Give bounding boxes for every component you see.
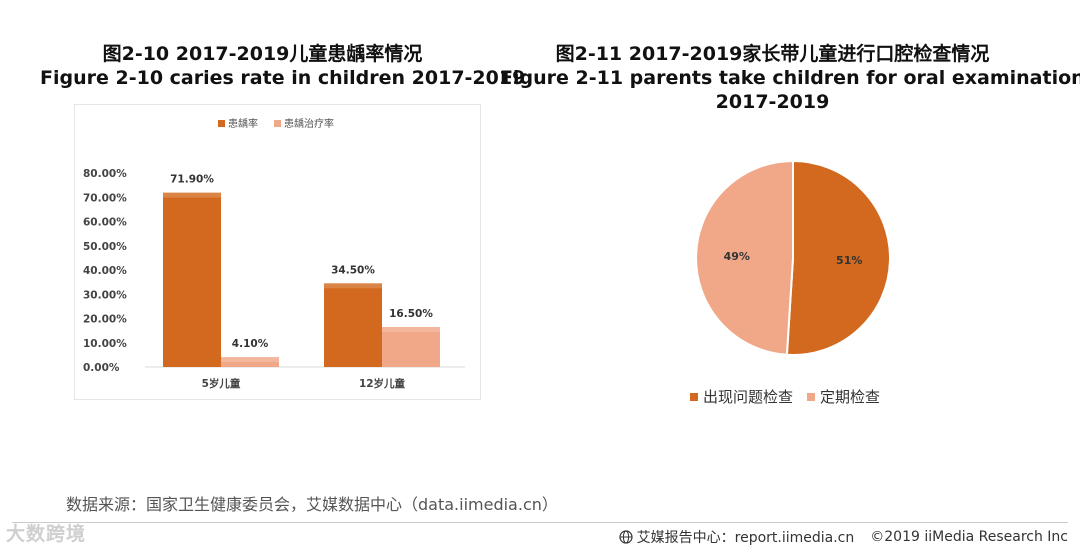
right-chart-title: 图2-11 2017-2019家长带儿童进行口腔检查情况 Figure 2-11… bbox=[500, 42, 1080, 114]
bar-highlight-1-0 bbox=[324, 283, 382, 289]
legend-swatch-0 bbox=[690, 392, 698, 401]
pie-legend-item-0: 出现问题检查 bbox=[690, 386, 793, 407]
bar-highlight-0-0 bbox=[163, 192, 221, 198]
right-title-cn: 图2-11 2017-2019家长带儿童进行口腔检查情况 bbox=[555, 43, 990, 65]
x-tick-label: 5岁儿童 bbox=[202, 377, 241, 390]
globe-icon bbox=[619, 530, 633, 544]
y-tick-label: 80.00% bbox=[83, 168, 127, 180]
footer-brand: 艾媒报告中心：report.iimedia.cn bbox=[636, 530, 855, 546]
left-chart-title: 图2-10 2017-2019儿童患龋率情况 Figure 2-10 carie… bbox=[40, 42, 526, 90]
data-source: 数据来源：国家卫生健康委员会，艾媒数据中心（data.iimedia.cn） bbox=[66, 495, 558, 514]
bar-1-1 bbox=[382, 326, 440, 367]
bar-legend-label-1: 患龋治疗率 bbox=[284, 117, 334, 130]
footer-copyright: ©2019 iiMedia Research Inc bbox=[870, 529, 1068, 545]
x-tick-label: 12岁儿童 bbox=[359, 377, 406, 390]
y-tick-label: 60.00% bbox=[83, 217, 127, 229]
right-title-en-years: 2017-2019 bbox=[715, 91, 830, 113]
bar-data-label: 34.50% bbox=[331, 264, 375, 276]
y-tick-label: 0.00% bbox=[83, 362, 120, 374]
pie-chart: 51% 49% bbox=[694, 159, 891, 356]
pie-legend-label-1: 定期检查 bbox=[820, 388, 881, 406]
pie-data-label: 51% bbox=[836, 254, 862, 267]
bar-legend-swatch-0 bbox=[218, 120, 225, 127]
bar-chart-panel: 患龋率 患龋治疗率 0.00% 10.00% 20.00% 30.00% 40.00% 50.… bbox=[74, 104, 481, 400]
y-tick-label: 50.00% bbox=[83, 241, 127, 253]
bar-0-1 bbox=[221, 357, 279, 367]
bar-legend-label-0: 患龋率 bbox=[228, 117, 258, 130]
bar-chart: 患龋率 患龋治疗率 0.00% 10.00% 20.00% 30.00% 40.00% 50.… bbox=[83, 117, 465, 390]
pie-legend-item-1: 定期检查 bbox=[807, 386, 880, 407]
footer-divider bbox=[12, 522, 1068, 523]
left-title-en: Figure 2-10 caries rate in children 2017… bbox=[40, 67, 526, 89]
y-tick-label: 30.00% bbox=[83, 289, 127, 301]
y-tick-label: 10.00% bbox=[83, 338, 127, 350]
bar-data-label: 4.10% bbox=[232, 338, 269, 350]
bar-legend-swatch-1 bbox=[274, 120, 281, 127]
bar-data-label: 71.90% bbox=[170, 174, 214, 186]
pie-slice-0 bbox=[785, 159, 891, 356]
bar-highlight-0-1 bbox=[221, 357, 279, 363]
bar-data-label: 16.50% bbox=[389, 308, 433, 320]
footer: 艾媒报告中心：report.iimedia.cn ©2019 iiMedia R… bbox=[619, 527, 1068, 547]
y-tick-label: 70.00% bbox=[83, 192, 127, 204]
pie-legend-label-0: 出现问题检查 bbox=[703, 388, 794, 406]
bar-0-0 bbox=[163, 192, 221, 367]
watermark: 大数跨境 bbox=[6, 523, 87, 545]
pie-data-label: 49% bbox=[724, 250, 750, 263]
right-title-en: Figure 2-11 parents take children for or… bbox=[500, 67, 1080, 89]
bar-1-0 bbox=[324, 283, 382, 367]
y-tick-label: 20.00% bbox=[83, 314, 127, 326]
bar-highlight-1-1 bbox=[382, 326, 440, 332]
y-tick-label: 40.00% bbox=[83, 265, 127, 277]
pie-legend: 出现问题检查 定期检查 bbox=[690, 386, 900, 407]
left-title-cn: 图2-10 2017-2019儿童患龋率情况 bbox=[102, 43, 423, 65]
legend-swatch-1 bbox=[807, 392, 816, 401]
pie-slice-1 bbox=[694, 159, 794, 356]
